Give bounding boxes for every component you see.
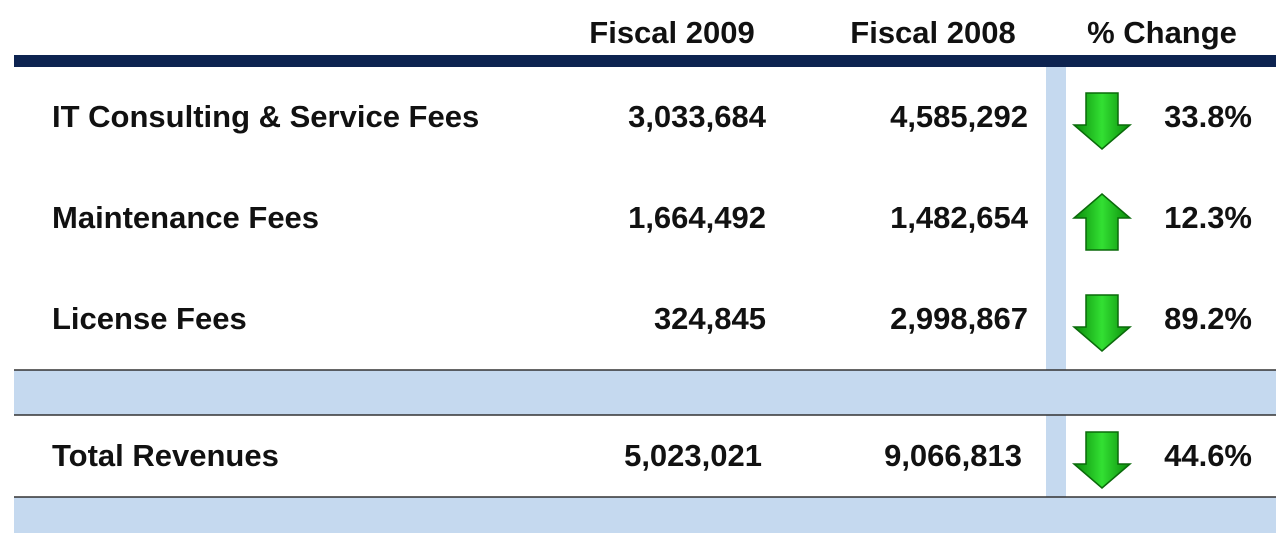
fiscal-2008: 2,998,867	[890, 301, 1028, 336]
percent-change: 12.3%	[1164, 200, 1252, 235]
header-bar	[14, 55, 1276, 67]
footer-band	[14, 497, 1276, 533]
spacer-band	[14, 370, 1276, 415]
row-label: Maintenance Fees	[52, 200, 319, 235]
fiscal-2009: 3,033,684	[628, 99, 767, 134]
fiscal-2008: 1,482,654	[890, 200, 1029, 235]
arrow-down	[1071, 92, 1133, 150]
row-label: License Fees	[52, 301, 247, 336]
fiscal-2009: 1,664,492	[628, 200, 766, 235]
row-label: IT Consulting & Service Fees	[52, 99, 479, 134]
percent-change: 89.2%	[1164, 301, 1252, 336]
row-label: Total Revenues	[52, 438, 279, 473]
percent-change: 44.6%	[1164, 438, 1252, 473]
fiscal-2009: 324,845	[654, 301, 766, 336]
column-header: Fiscal 2009	[589, 15, 754, 50]
column-strip	[1046, 67, 1066, 497]
arrow-up	[1071, 193, 1133, 251]
fiscal-2009: 5,023,021	[624, 438, 762, 473]
percent-change: 33.8%	[1164, 99, 1252, 134]
arrow-down	[1071, 431, 1133, 489]
fiscal-2008: 9,066,813	[884, 438, 1022, 473]
fiscal-2008: 4,585,292	[890, 99, 1028, 134]
arrow-down	[1071, 294, 1133, 352]
column-header: Fiscal 2008	[850, 15, 1015, 50]
column-header: % Change	[1087, 15, 1237, 50]
